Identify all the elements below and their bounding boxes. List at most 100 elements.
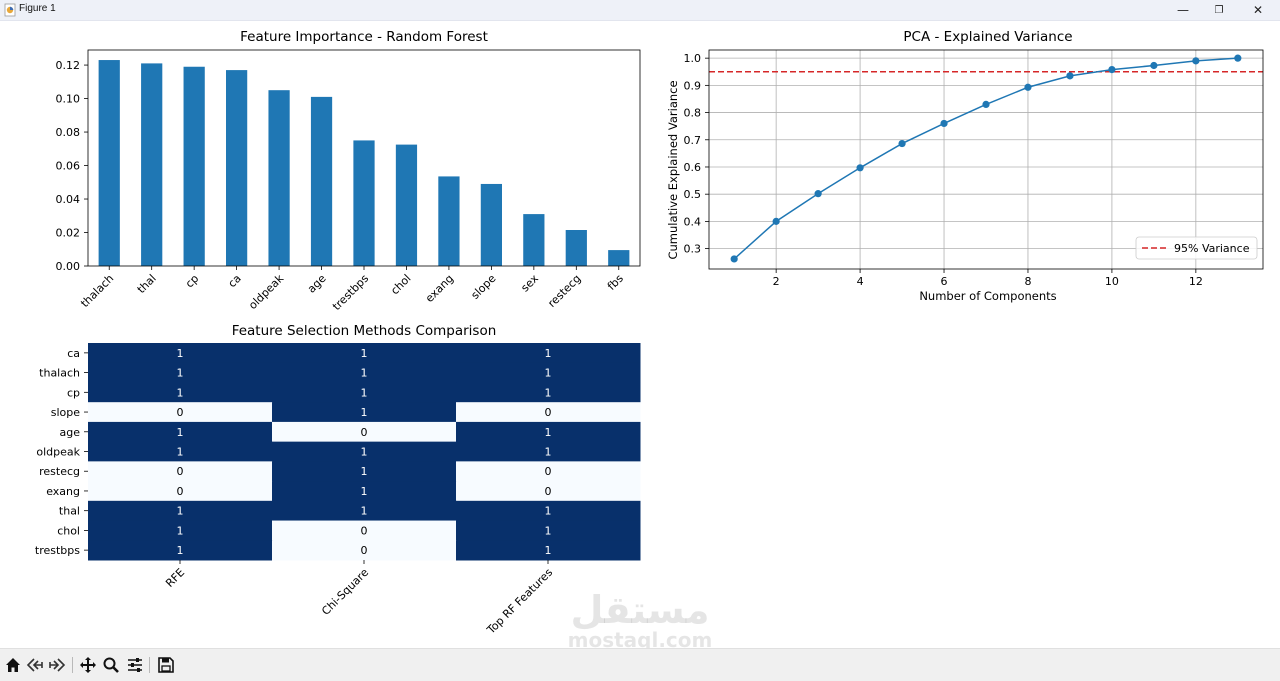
heatmap-cell-value: 1 — [177, 544, 184, 557]
column-label: RFE — [163, 566, 187, 590]
heatmap-cell — [88, 461, 273, 482]
row-label: cp — [67, 386, 80, 399]
close-button[interactable]: ✕ — [1252, 3, 1264, 17]
heatmap-cell-value: 0 — [361, 426, 368, 439]
heatmap-cell — [272, 461, 457, 482]
heatmap-cell — [456, 540, 641, 561]
bar-thalach — [98, 60, 120, 267]
figure-canvas[interactable]: Feature Importance - Random Forest thala… — [0, 21, 1280, 648]
bar-ca — [226, 70, 248, 266]
x-tick-label: 12 — [1189, 275, 1203, 288]
heatmap-cell — [272, 421, 457, 443]
heatmap-cell-value: 1 — [361, 406, 368, 419]
heatmap-cell — [88, 520, 273, 541]
heatmap-cell-value: 1 — [361, 505, 368, 518]
heatmap-cell-value: 0 — [177, 406, 184, 419]
row-label: exang — [46, 485, 80, 498]
heatmap-cell-value: 0 — [361, 544, 368, 557]
data-point — [772, 217, 780, 225]
heatmap-cell-value: 1 — [545, 347, 552, 360]
data-point — [1066, 72, 1074, 80]
heatmap-cell — [456, 382, 641, 403]
heatmap-cell — [456, 362, 641, 383]
y-tick-label: 0.08 — [56, 126, 81, 139]
heatmap-cell-value: 0 — [177, 485, 184, 498]
feature-importance-chart: Feature Importance - Random Forest thala… — [56, 29, 641, 313]
heatmap-cell — [88, 362, 273, 383]
heatmap-cell — [88, 382, 273, 403]
bar-slope — [480, 183, 502, 266]
y-tick-label: 0.00 — [56, 260, 81, 273]
heatmap-cell-value: 1 — [177, 367, 184, 380]
data-point — [982, 100, 990, 109]
pca-variance-chart: PCA - Explained Variance Number of Compo… — [666, 29, 1264, 303]
data-point — [1024, 83, 1032, 91]
y-tick-label: 0.9 — [684, 79, 702, 92]
y-tick-label: 1.0 — [684, 52, 702, 65]
bar-sex — [523, 214, 545, 266]
save-icon[interactable] — [156, 655, 176, 675]
y-tick-label: 0.06 — [56, 160, 81, 173]
bar-age — [310, 96, 333, 266]
heatmap-cell — [88, 441, 273, 462]
heatmap-cell-value: 1 — [545, 544, 552, 557]
column-label: Top RF Features — [484, 566, 555, 637]
heatmap-cell — [456, 402, 641, 423]
heatmap-cell — [456, 343, 641, 364]
heatmap-cell — [272, 500, 457, 522]
heatmap-cell-value: 1 — [545, 446, 552, 459]
row-label: age — [60, 426, 81, 439]
x-tick-label: 6 — [941, 275, 948, 288]
heatmap-cell — [272, 441, 457, 462]
bar-chart-title: Feature Importance - Random Forest — [240, 29, 488, 45]
heatmap-cell-value: 1 — [177, 347, 184, 360]
data-point — [856, 164, 864, 172]
home-icon[interactable] — [3, 655, 23, 675]
row-label: restecg — [39, 465, 80, 478]
toolbar-separator — [149, 657, 150, 673]
heatmap-title: Feature Selection Methods Comparison — [232, 323, 497, 339]
x-tick-label: 2 — [773, 275, 780, 288]
heatmap-cell-value: 0 — [545, 465, 552, 478]
restore-button[interactable]: ❐ — [1214, 4, 1224, 16]
bar-restecg — [565, 230, 587, 266]
minimize-button[interactable]: — — [1177, 3, 1189, 17]
heatmap-cell — [272, 402, 457, 423]
forward-icon[interactable] — [47, 655, 67, 675]
configure-subplots-icon[interactable] — [125, 655, 145, 675]
data-point — [1108, 65, 1116, 74]
heatmap-cell — [456, 461, 641, 482]
x-tick-label: slope — [469, 272, 499, 302]
pca-chart-title: PCA - Explained Variance — [903, 29, 1072, 45]
heatmap-cell-value: 0 — [177, 465, 184, 478]
heatmap-cell-value: 1 — [545, 505, 552, 518]
data-point — [940, 119, 948, 128]
row-label: ca — [67, 347, 80, 360]
bar-fbs — [608, 250, 630, 266]
bar-exang — [438, 176, 460, 266]
y-tick-label: 0.4 — [684, 215, 702, 228]
row-label: chol — [57, 524, 80, 537]
bar-oldpeak — [268, 90, 290, 267]
heatmap-cell — [88, 500, 273, 522]
heatmap-cell — [272, 362, 457, 383]
back-icon[interactable] — [25, 655, 45, 675]
heatmap-cell-value: 1 — [361, 485, 368, 498]
heatmap-cell-value: 0 — [361, 524, 368, 537]
zoom-icon[interactable] — [101, 655, 121, 675]
pan-icon[interactable] — [78, 655, 98, 675]
x-tick-label: fbs — [605, 272, 626, 293]
heatmap-cell — [88, 402, 273, 423]
y-tick-label: 0.7 — [684, 134, 702, 147]
heatmap-cell — [456, 500, 641, 522]
heatmap-cell-value: 1 — [177, 505, 184, 518]
x-tick-label: exang — [423, 272, 456, 305]
heatmap-cell-value: 1 — [361, 347, 368, 360]
pca-x-axis-label: Number of Components — [919, 289, 1056, 303]
row-label: trestbps — [35, 544, 80, 557]
row-label: slope — [51, 406, 80, 419]
window-title: Figure 1 — [19, 3, 56, 14]
x-tick-label: 8 — [1024, 275, 1031, 288]
toolbar-separator — [72, 657, 73, 673]
y-tick-label: 0.12 — [56, 59, 81, 72]
